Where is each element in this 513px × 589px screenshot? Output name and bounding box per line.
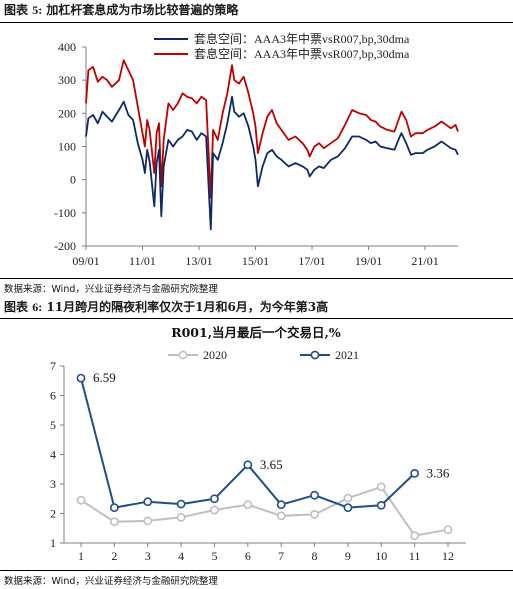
chart-2-point-2020-9 — [343, 493, 353, 503]
chart-2-x-tick-label: 7 — [278, 549, 284, 563]
chart-1-x-tick-label: 11/01 — [129, 254, 156, 268]
chart-2-point-2020-8 — [310, 509, 319, 519]
figure-6-title-text: 11月跨月的隔夜利率仅次于1月和6月，为今年第3高 — [46, 300, 329, 314]
chart-2-point-2021-4 — [176, 499, 186, 509]
chart-2-point-2020-1 — [76, 495, 86, 505]
chart-2-x-tick-label: 9 — [345, 549, 351, 563]
figure-6-source: 数据来源：Wind，兴业证券经济与金融研究院整理 — [4, 576, 218, 587]
chart-2-legend-marker-2021 — [310, 350, 320, 360]
chart-2-y-tick-label: 1 — [50, 536, 56, 550]
chart-2-point-2020-12 — [443, 525, 453, 535]
chart-2-legend-marker-2020 — [178, 350, 188, 360]
chart-1-x-tick-label: 15/01 — [242, 254, 269, 268]
chart-1-y-ticks: -200 -100 0 100 200 300 400 — [54, 40, 86, 253]
chart-2-point-2021-6 — [243, 460, 253, 470]
chart-1-series — [85, 59, 459, 231]
figure-5-number: 5: — [32, 3, 43, 17]
chart-2-title: R001,当月最后一个交易日,% — [171, 325, 341, 340]
chart-2-axes — [63, 366, 466, 544]
chart-2-point-2020-2 — [109, 517, 119, 527]
chart-1-y-tick-label: 300 — [58, 73, 76, 87]
figure-5-prefix: 图表 — [4, 3, 29, 17]
chart-2-x-tick-label: 3 — [145, 549, 151, 563]
figure-6-bottom-rule — [0, 570, 513, 571]
chart-2-x-tick-label: 6 — [245, 549, 251, 563]
chart-2-point-2021-5 — [210, 494, 219, 504]
chart-1-x-tick-label: 13/01 — [185, 254, 212, 268]
chart-2-series — [76, 373, 453, 541]
chart-2-x-ticks: 1 2 3 4 5 6 7 8 9 10 11 12 — [78, 543, 454, 563]
chart-2-line-2021 — [80, 377, 416, 509]
chart-2-point-2021-7 — [276, 500, 286, 510]
chart-2-x-tick-label: 11 — [409, 549, 421, 563]
chart-2-y-tick-label: 4 — [50, 448, 56, 462]
chart-2-point-2021-10 — [376, 500, 386, 510]
chart-carry-spread: -200 -100 0 100 200 300 400 09/01 11/01 13/01 15/… — [54, 31, 459, 268]
chart-2-point-2020-10 — [376, 482, 386, 492]
chart-2-data-label: 6.59 — [93, 370, 116, 385]
figure-5-top-rule — [0, 22, 513, 23]
chart-2-y-tick-label: 5 — [50, 418, 56, 432]
figure-5-title: 图表 5: 加杠杆套息成为市场比较普遍的策略 — [4, 1, 238, 18]
chart-2-point-2020-7 — [276, 511, 286, 521]
chart-2-point-2021-9 — [343, 503, 353, 512]
chart-1-axes — [85, 47, 458, 247]
chart-2-y-tick-label: 7 — [50, 359, 56, 373]
chart-2-point-2021-1 — [76, 373, 86, 383]
chart-1-legend-label-0: 套息空间：AAA3年中票vsR007,bp,30dma — [194, 31, 410, 46]
chart-1-legend: 套息空间：AAA3年中票vsR007,bp,30dma套息空间：AAA3年中票v… — [154, 31, 410, 61]
chart-1-x-tick-label: 09/01 — [72, 254, 99, 268]
figure-5-bottom-rule — [0, 278, 513, 279]
figure-5-source: 数据来源：Wind，兴业证券经济与金融研究院整理 — [4, 284, 218, 295]
chart-2-x-tick-label: 5 — [211, 549, 217, 563]
chart-2-point-2020-3 — [143, 516, 153, 526]
chart-1-y-tick-label: 0 — [70, 173, 76, 187]
figure-6-number: 6: — [32, 300, 43, 314]
chart-2-x-tick-label: 2 — [111, 549, 117, 563]
figure-5-title-text: 加杠杆套息成为市场比较普遍的策略 — [46, 3, 239, 17]
chart-2-data-label: 3.36 — [427, 465, 450, 480]
chart-2-point-2021-2 — [109, 503, 119, 512]
chart-2-point-2020-4 — [176, 512, 186, 522]
chart-2-point-2021-8 — [310, 490, 319, 500]
chart-1-y-tick-label: 400 — [58, 40, 76, 54]
chart-2-x-tick-label: 4 — [178, 549, 184, 563]
chart-2-x-tick-label: 10 — [375, 549, 387, 563]
chart-2-x-tick-label: 8 — [312, 549, 318, 563]
chart-1-series-line-0 — [85, 95, 459, 231]
chart-2-legend: 2020 2021 — [168, 348, 359, 362]
chart-2-point-2020-6 — [243, 500, 253, 510]
chart-1-legend-label-1: 套息空间：AAA3年中票vsR007,bp,30dma — [194, 46, 410, 61]
chart-2-data-label: 3.65 — [260, 457, 283, 472]
chart-2-y-ticks: 1 2 3 4 5 6 7 — [50, 359, 64, 550]
chart-2-point-2021-3 — [143, 497, 153, 507]
chart-1-y-tick-label: 200 — [58, 106, 76, 120]
chart-2-point-2020-5 — [210, 505, 219, 515]
chart-2-y-tick-label: 2 — [50, 507, 56, 521]
chart-1-series-line-1 — [85, 59, 459, 199]
chart-2-x-tick-label: 1 — [78, 549, 84, 563]
chart-1-x-ticks: 09/01 11/01 13/01 15/01 17/01 19/01 21/01 — [72, 246, 439, 268]
chart-1-x-tick-label: 17/01 — [298, 254, 325, 268]
chart-2-point-2021-11 — [410, 468, 420, 478]
figure-6-prefix: 图表 — [4, 300, 29, 314]
chart-1-y-tick-label: -100 — [54, 206, 76, 220]
chart-2-data-labels: 6.59 3.65 3.36 — [93, 370, 450, 480]
chart-1-x-tick-label: 19/01 — [355, 254, 382, 268]
chart-1-x-tick-label: 21/01 — [411, 254, 438, 268]
chart-2-x-tick-label: 12 — [442, 549, 454, 563]
figure-6-title: 图表 6: 11月跨月的隔夜利率仅次于1月和6月，为今年第3高 — [4, 298, 328, 315]
chart-2-y-tick-label: 6 — [50, 389, 56, 403]
chart-2-y-tick-label: 3 — [50, 477, 56, 491]
chart-2-point-2020-11 — [410, 531, 420, 541]
chart-2-legend-label-2021: 2021 — [335, 348, 359, 362]
chart-2-line-2020 — [80, 485, 449, 537]
chart-2-legend-label-2020: 2020 — [203, 348, 227, 362]
chart-1-y-tick-label: 100 — [58, 140, 76, 154]
chart-1-y-tick-label: -200 — [54, 239, 76, 253]
figure-6-top-rule — [0, 318, 513, 319]
